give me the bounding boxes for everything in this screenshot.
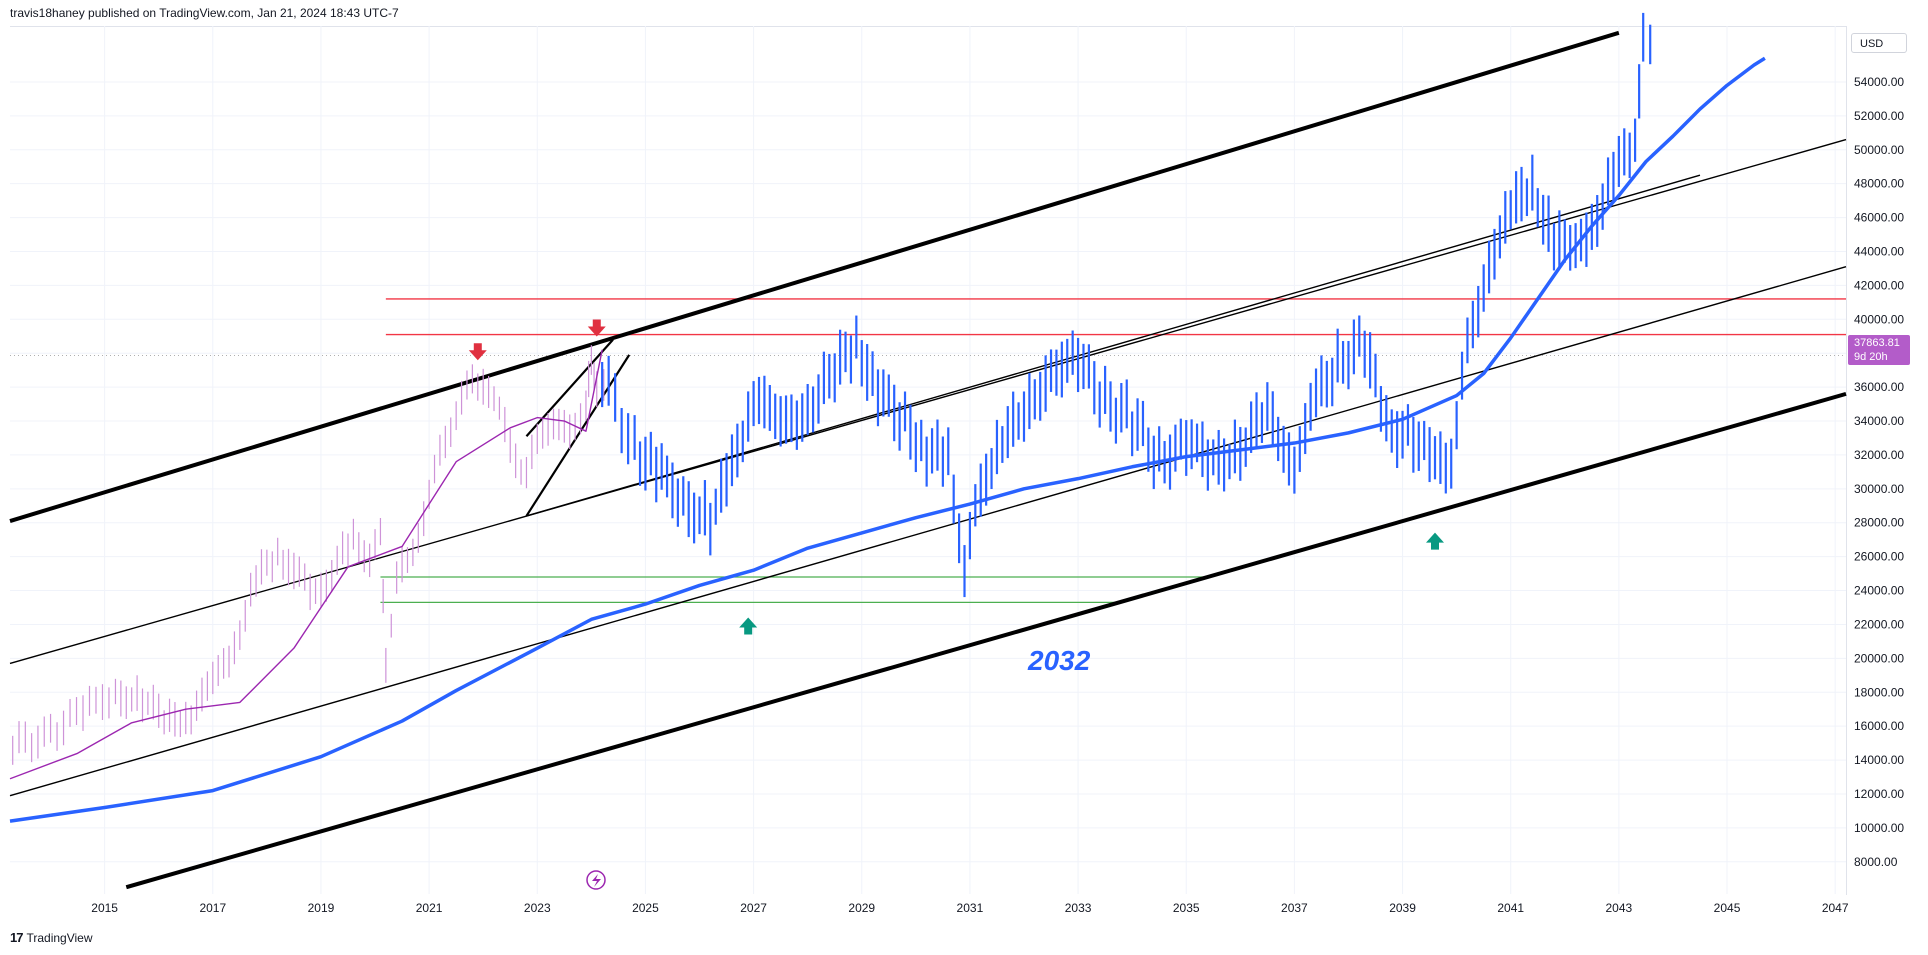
tradingview-logo-icon: 17 xyxy=(10,930,24,945)
time-tick-label: 2027 xyxy=(740,901,767,915)
time-tick-label: 2023 xyxy=(524,901,551,915)
projection-bars xyxy=(601,12,1652,598)
price-tick-label: 32000.00 xyxy=(1854,448,1904,462)
time-tick-label: 2015 xyxy=(91,901,118,915)
time-tick-label: 2019 xyxy=(308,901,335,915)
price-tick-label: 48000.00 xyxy=(1854,177,1904,191)
inner-line-b-line[interactable] xyxy=(9,138,1847,665)
price-tick-label: 50000.00 xyxy=(1854,143,1904,157)
lightning-icon[interactable] xyxy=(586,870,606,890)
price-tick-label: 14000.00 xyxy=(1854,753,1904,767)
time-tick-label: 2035 xyxy=(1173,901,1200,915)
time-tick-label: 2047 xyxy=(1822,901,1849,915)
bar-countdown: 9d 20h xyxy=(1854,351,1888,363)
grid-lines xyxy=(10,26,1846,894)
wedge-short-line[interactable] xyxy=(525,354,631,517)
price-tick-label: 44000.00 xyxy=(1854,244,1904,258)
time-tick-label: 2021 xyxy=(416,901,443,915)
time-axis: 2015 2017 2019 2021 2023 2025 2027 2029 2031 2033… xyxy=(91,901,1849,915)
arrow-down-1-icon xyxy=(468,343,487,361)
price-tick-label: 8000.00 xyxy=(1854,855,1898,869)
price-tick-label: 12000.00 xyxy=(1854,787,1904,801)
time-tick-label: 2045 xyxy=(1714,901,1741,915)
history-bars xyxy=(12,345,605,765)
ma-purple-line xyxy=(9,349,603,780)
chart-plot-area[interactable] xyxy=(10,26,1847,895)
price-tick-label: 28000.00 xyxy=(1854,516,1904,530)
publisher-header: travis18haney published on TradingView.c… xyxy=(10,6,399,20)
arrow-markers xyxy=(468,319,1444,635)
currency-selector[interactable]: USD xyxy=(1851,33,1907,53)
price-tick-label: 10000.00 xyxy=(1854,821,1904,835)
arrow-up-2-icon xyxy=(1425,532,1444,550)
price-tick-label: 52000.00 xyxy=(1854,109,1904,123)
time-tick-label: 2039 xyxy=(1389,901,1416,915)
price-tick-label: 30000.00 xyxy=(1854,482,1904,496)
price-tick-label: 34000.00 xyxy=(1854,414,1904,428)
time-tick-label: 2029 xyxy=(848,901,875,915)
price-tick-label: 16000.00 xyxy=(1854,719,1904,733)
price-axis: 8000.00 10000.00 12000.00 14000.00 16000.00 1… xyxy=(1854,75,1904,869)
arrow-up-1-icon xyxy=(739,617,758,635)
time-tick-label: 2031 xyxy=(957,901,984,915)
wedge-top-line[interactable] xyxy=(525,338,614,437)
channel-upper-line[interactable] xyxy=(9,30,1620,523)
ma-blue-line xyxy=(9,56,1766,823)
arrow-down-2-icon xyxy=(587,319,606,337)
price-tick-label: 22000.00 xyxy=(1854,617,1904,631)
tradingview-logo-text: TradingView xyxy=(26,930,93,945)
price-tick-label: 20000.00 xyxy=(1854,651,1904,665)
last-price-value: 37863.81 xyxy=(1854,337,1900,349)
price-tick-label: 42000.00 xyxy=(1854,278,1904,292)
price-tick-label: 46000.00 xyxy=(1854,211,1904,225)
time-tick-label: 2037 xyxy=(1281,901,1308,915)
time-tick-label: 2017 xyxy=(199,901,226,915)
time-tick-label: 2025 xyxy=(632,901,659,915)
annotation-2032: 2032 xyxy=(1027,645,1091,676)
price-tick-label: 36000.00 xyxy=(1854,380,1904,394)
time-tick-label: 2033 xyxy=(1065,901,1092,915)
price-tick-label: 40000.00 xyxy=(1854,312,1904,326)
moving-averages xyxy=(9,56,1766,823)
channel-lower-line[interactable] xyxy=(125,391,1847,890)
tradingview-footer[interactable]: 17 TradingView xyxy=(10,930,93,945)
time-tick-label: 2041 xyxy=(1497,901,1524,915)
wedge-base-line[interactable] xyxy=(526,174,1701,517)
trend-lines xyxy=(9,30,1847,890)
price-tick-label: 18000.00 xyxy=(1854,685,1904,699)
last-price-label: 37863.81 9d 20h xyxy=(1848,335,1910,365)
time-tick-label: 2043 xyxy=(1606,901,1633,915)
inner-line-a-line[interactable] xyxy=(9,266,1847,797)
price-tick-label: 26000.00 xyxy=(1854,550,1904,564)
price-tick-label: 24000.00 xyxy=(1854,584,1904,598)
price-tick-label: 54000.00 xyxy=(1854,75,1904,89)
